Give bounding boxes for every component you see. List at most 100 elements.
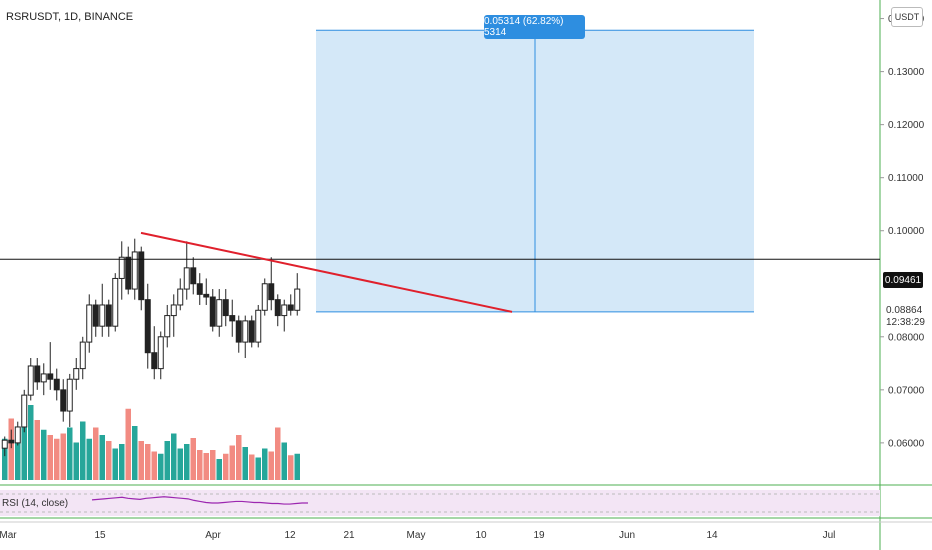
candle-body bbox=[203, 293, 210, 298]
volume-bar bbox=[67, 427, 73, 480]
candle-body bbox=[196, 283, 203, 295]
candle-body bbox=[157, 336, 164, 370]
volume-bar bbox=[164, 441, 170, 480]
volume-bar bbox=[99, 435, 105, 480]
rsi-indicator-label[interactable]: RSI (14, close) bbox=[2, 498, 69, 509]
y-tick-label: 0.10000 bbox=[888, 226, 925, 237]
candle-body bbox=[53, 378, 60, 391]
candle-body bbox=[60, 389, 67, 412]
volume-bar bbox=[171, 433, 177, 480]
candle-body bbox=[73, 368, 80, 380]
volume-bar bbox=[242, 447, 248, 480]
x-tick-label: 10 bbox=[475, 530, 487, 541]
candle-body bbox=[229, 315, 236, 322]
candle-body bbox=[99, 304, 106, 327]
candle-body bbox=[294, 288, 301, 311]
volume-bar bbox=[151, 451, 157, 480]
candle-body bbox=[235, 320, 242, 343]
volume-bar bbox=[41, 429, 47, 480]
candle-body bbox=[66, 378, 73, 412]
candle-body bbox=[125, 256, 132, 290]
volume-bar bbox=[21, 414, 27, 480]
volume-bar bbox=[223, 453, 229, 480]
candle-body bbox=[138, 251, 145, 301]
volume-bar bbox=[106, 441, 112, 480]
volume-bar bbox=[281, 442, 287, 480]
volume-bar bbox=[262, 448, 268, 480]
candle-body bbox=[27, 365, 34, 396]
candle-body bbox=[79, 341, 86, 370]
candle-body bbox=[131, 251, 138, 290]
volume-bar bbox=[145, 444, 151, 480]
candle-body bbox=[274, 299, 281, 317]
volume-bar bbox=[138, 441, 144, 480]
volume-bar bbox=[229, 445, 235, 480]
volume-bar bbox=[112, 448, 118, 480]
trendline bbox=[140, 231, 513, 313]
volume-bar bbox=[125, 408, 131, 480]
candle-body bbox=[86, 304, 93, 343]
candle-body bbox=[14, 426, 21, 444]
volume-bar bbox=[86, 438, 92, 480]
volume-bar bbox=[15, 435, 21, 480]
x-tick-label: 21 bbox=[343, 530, 355, 541]
volume-bar bbox=[184, 444, 190, 480]
candle-body bbox=[183, 267, 190, 290]
volume-bar bbox=[34, 420, 40, 480]
volume-bar bbox=[177, 448, 183, 480]
volume-bar bbox=[268, 451, 274, 480]
chart-title: RSRUSDT, 1D, BINANCE bbox=[6, 11, 134, 23]
volume-bar bbox=[73, 442, 79, 480]
candle-body bbox=[281, 304, 288, 317]
volume-bar bbox=[249, 454, 255, 480]
volume-bar bbox=[132, 426, 138, 480]
rsi-line bbox=[91, 496, 308, 505]
volume-bar bbox=[93, 427, 99, 480]
candle-body bbox=[164, 315, 171, 338]
candle-body bbox=[177, 288, 184, 306]
candle-body bbox=[222, 299, 229, 317]
volume-bar bbox=[2, 438, 8, 480]
volume-bar bbox=[197, 450, 203, 480]
volume-bar bbox=[60, 433, 66, 480]
volume-bar bbox=[190, 438, 196, 480]
candle-body bbox=[40, 373, 47, 383]
volume-bar bbox=[216, 459, 222, 480]
volume-bar bbox=[275, 427, 281, 480]
volume-bar bbox=[210, 450, 216, 480]
volume-bar bbox=[54, 438, 60, 480]
volume-bar bbox=[8, 418, 14, 480]
x-tick-label: Apr bbox=[205, 530, 221, 541]
x-tick-label: May bbox=[407, 530, 426, 541]
volume-bar bbox=[47, 435, 53, 480]
candle-body bbox=[1, 439, 8, 449]
candle-body bbox=[261, 283, 268, 311]
volume-bar bbox=[288, 455, 294, 480]
candle-body bbox=[8, 439, 15, 444]
current-price-label: 0.09461 bbox=[883, 272, 923, 288]
candle-body bbox=[287, 304, 294, 311]
y-tick-label: 0.12000 bbox=[888, 120, 925, 131]
measure-label: 0.05314 (62.82%) 5314 bbox=[484, 15, 585, 39]
y-tick-label: 0.06000 bbox=[888, 438, 925, 449]
volume-bar bbox=[158, 453, 164, 480]
x-tick-label: 15 bbox=[94, 530, 106, 541]
candle-body bbox=[47, 373, 54, 380]
x-tick-label: 19 bbox=[533, 530, 545, 541]
candle-body bbox=[105, 304, 112, 327]
volume-bar bbox=[28, 405, 34, 480]
candle-body bbox=[242, 320, 249, 343]
volume-bar bbox=[203, 453, 209, 480]
volume-bar bbox=[236, 435, 242, 480]
currency-unit-button[interactable]: USDT bbox=[891, 7, 923, 27]
last-price-label: 0.08864 bbox=[886, 305, 923, 316]
candle-body bbox=[34, 365, 41, 383]
x-tick-label: 12 bbox=[284, 530, 296, 541]
candle-body bbox=[255, 309, 262, 343]
candle-body bbox=[209, 296, 216, 327]
volume-bar bbox=[294, 453, 300, 480]
x-tick-label: Jul bbox=[823, 530, 836, 541]
y-tick-label: 0.08000 bbox=[888, 332, 925, 343]
